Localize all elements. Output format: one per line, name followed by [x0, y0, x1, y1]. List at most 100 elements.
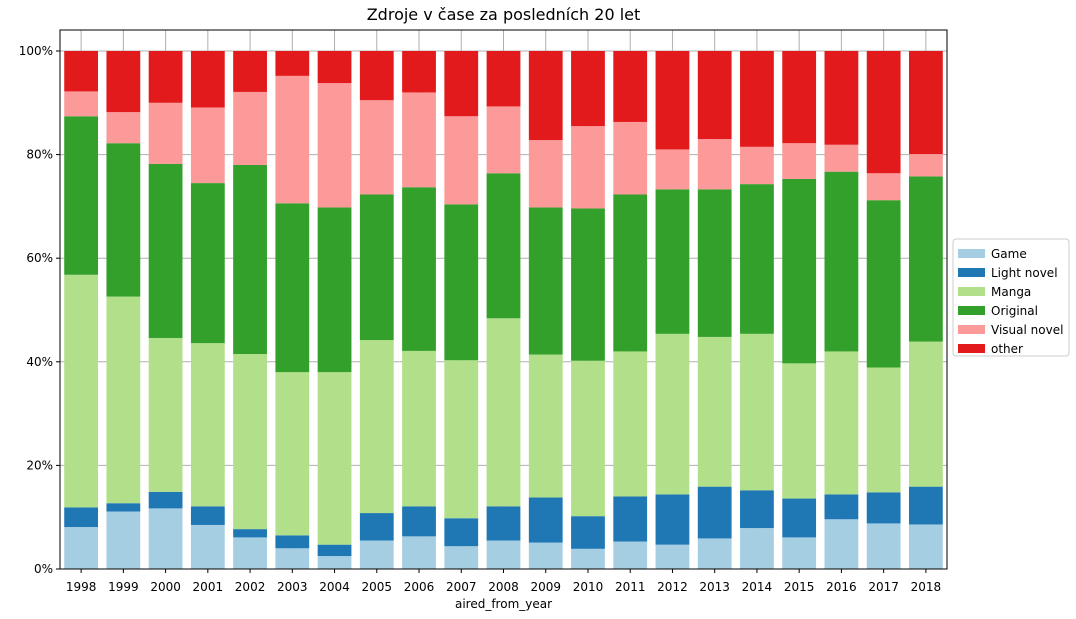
- bar-segment-game: [148, 508, 183, 569]
- bar-segment-light-novel: [613, 496, 648, 542]
- x-tick-label: 2013: [699, 580, 730, 594]
- bar-segment-game: [697, 538, 732, 569]
- x-tick-label: 2001: [193, 580, 224, 594]
- x-tick-label: 2003: [277, 580, 308, 594]
- bar-segment-other: [655, 51, 690, 150]
- x-tick-label: 1999: [108, 580, 139, 594]
- bar-segment-visual-novel: [655, 149, 690, 190]
- bar-segment-manga: [782, 363, 817, 499]
- x-tick-label: 2012: [657, 580, 688, 594]
- x-tick-label: 2008: [488, 580, 519, 594]
- bar-segment-game: [571, 548, 605, 569]
- bar-segment-game: [444, 546, 479, 569]
- bar-segment-game: [908, 524, 943, 569]
- bar-segment-visual-novel: [486, 106, 521, 174]
- legend: Game Light novel Manga Original Visual novel…: [952, 238, 1070, 357]
- bar-segment-game: [613, 541, 648, 569]
- bar-stack-2014: [740, 51, 774, 569]
- x-tick-label: 2002: [235, 580, 266, 594]
- legend-label: other: [991, 342, 1023, 356]
- bar-segment-manga: [697, 336, 732, 487]
- legend-label: Visual novel: [991, 323, 1063, 337]
- bar-segment-light-novel: [782, 498, 817, 538]
- bar-stack-2005: [359, 51, 394, 569]
- bar-segment-other: [106, 51, 141, 113]
- bar-segment-visual-novel: [317, 83, 352, 208]
- legend-label: Light novel: [991, 266, 1058, 280]
- bar-segment-light-novel: [655, 494, 690, 545]
- bar-segment-other: [571, 51, 605, 127]
- bar-segment-original: [486, 173, 521, 319]
- bar-stack-2004: [317, 51, 352, 569]
- bar-stack-2007: [444, 51, 479, 569]
- x-tick-label: 2009: [530, 580, 561, 594]
- bar-segment-game: [486, 540, 521, 569]
- bar-segment-light-novel: [233, 529, 267, 538]
- bar-segment-original: [275, 203, 310, 373]
- bar-segment-other: [528, 51, 563, 141]
- bar-segment-original: [359, 194, 394, 341]
- bar-segment-original: [106, 143, 141, 297]
- bar-segment-light-novel: [824, 494, 859, 520]
- bar-segment-visual-novel: [106, 112, 141, 144]
- bar-segment-visual-novel: [613, 121, 648, 195]
- bar-segment-original: [64, 116, 99, 275]
- x-tick-label: 2015: [784, 580, 815, 594]
- bar-segment-visual-novel: [148, 102, 183, 164]
- bar-segment-manga: [486, 318, 521, 507]
- bar-segment-light-novel: [866, 492, 901, 524]
- bar-segment-manga: [824, 351, 859, 495]
- bar-stack-2012: [655, 51, 690, 569]
- bar-stack-2008: [486, 51, 521, 569]
- bar-segment-light-novel: [402, 506, 436, 537]
- bar-segment-manga: [444, 360, 479, 519]
- bar-segment-game: [655, 544, 690, 569]
- y-tick-label: 40%: [26, 355, 53, 369]
- bar-segment-visual-novel: [908, 154, 943, 177]
- bar-stack-2011: [613, 51, 648, 569]
- x-tick-label: 2006: [404, 580, 435, 594]
- bar-segment-manga: [908, 341, 943, 487]
- y-tick-label: 80%: [26, 148, 53, 162]
- bar-segment-game: [190, 524, 225, 569]
- legend-swatch: [958, 268, 985, 277]
- bar-segment-game: [866, 523, 901, 569]
- bar-segment-visual-novel: [190, 107, 225, 184]
- bar-segment-light-novel: [486, 506, 521, 541]
- bar-segment-other: [359, 51, 394, 101]
- bar-segment-manga: [402, 350, 436, 507]
- x-tick-label: 2000: [150, 580, 181, 594]
- bar-segment-original: [402, 187, 436, 351]
- bar-segment-game: [64, 527, 99, 569]
- legend-swatch: [958, 306, 985, 315]
- bar-segment-visual-novel: [571, 126, 605, 209]
- bar-segment-other: [64, 51, 99, 92]
- y-tick-label: 100%: [19, 44, 53, 58]
- bar-segment-visual-novel: [359, 100, 394, 195]
- bar-stack-2003: [275, 51, 310, 569]
- bar-stack-2009: [528, 51, 563, 569]
- bar-segment-visual-novel: [233, 91, 267, 165]
- x-tick-label: 2005: [362, 580, 393, 594]
- bar-segment-other: [740, 51, 774, 147]
- bar-stack-2000: [148, 51, 183, 569]
- bar-stack-1998: [64, 51, 99, 569]
- bar-segment-original: [444, 204, 479, 361]
- bar-stack-2006: [402, 51, 436, 569]
- bar-segment-game: [782, 537, 817, 569]
- bar-segment-game: [740, 528, 774, 569]
- bar-stack-2015: [782, 51, 817, 569]
- x-axis: 1998 1999 2000 2001 2002 2003 2004 2005 2006 2007…: [66, 569, 941, 594]
- bar-segment-other: [317, 51, 352, 84]
- bar-segment-original: [528, 207, 563, 355]
- bar-segment-manga: [190, 343, 225, 507]
- bar-segment-manga: [613, 351, 648, 497]
- bar-segment-other: [190, 51, 225, 108]
- bar-segment-manga: [528, 354, 563, 498]
- bar-segment-light-novel: [64, 507, 99, 528]
- bar-segment-light-novel: [359, 513, 394, 541]
- bar-segment-light-novel: [697, 486, 732, 539]
- legend-swatch: [958, 325, 985, 334]
- bar-segment-manga: [866, 367, 901, 493]
